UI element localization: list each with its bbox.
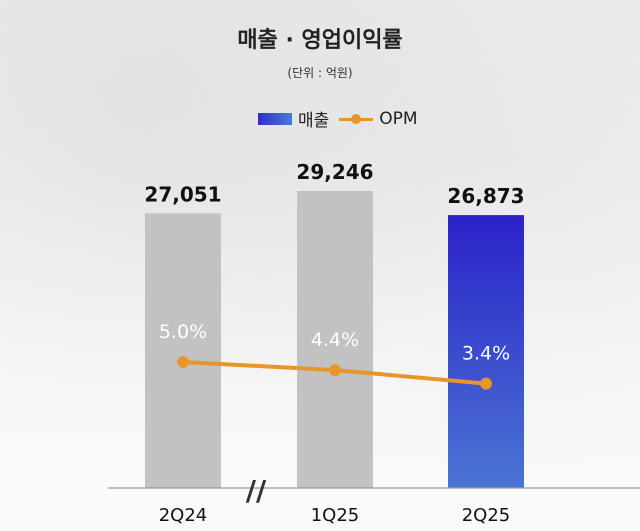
legend-label-opm: OPM <box>379 108 418 129</box>
bar-1q25 <box>297 191 373 488</box>
legend-bar-swatch <box>258 112 292 125</box>
x-tick-label: 2Q25 <box>462 505 511 526</box>
axis-break-marker: // <box>246 474 267 507</box>
x-tick-label: 1Q25 <box>311 505 360 526</box>
bar-value-label: 26,873 <box>447 184 524 208</box>
x-tick-label: 2Q24 <box>159 505 208 526</box>
chart-title: 매출 · 영업이익률 <box>237 28 403 53</box>
opm-point <box>177 356 189 368</box>
legend: 매출 OPM <box>258 106 418 131</box>
bar-2q25 <box>448 215 524 488</box>
opm-point <box>480 377 492 390</box>
legend-label-sales: 매출 <box>298 111 330 131</box>
opm-value-label: 3.4% <box>462 343 510 365</box>
bar-value-label: 27,051 <box>144 182 221 206</box>
opm-value-label: 5.0% <box>159 321 207 343</box>
legend-item-opm: OPM <box>339 108 418 129</box>
opm-point <box>329 364 341 377</box>
legend-item-sales: 매출 <box>258 106 329 131</box>
bar-2q24 <box>145 213 221 488</box>
legend-line-swatch <box>339 113 374 125</box>
unit-label: (단위 : 억원) <box>287 66 353 80</box>
opm-value-label: 4.4% <box>311 329 359 351</box>
bar-value-label: 29,246 <box>296 160 373 184</box>
